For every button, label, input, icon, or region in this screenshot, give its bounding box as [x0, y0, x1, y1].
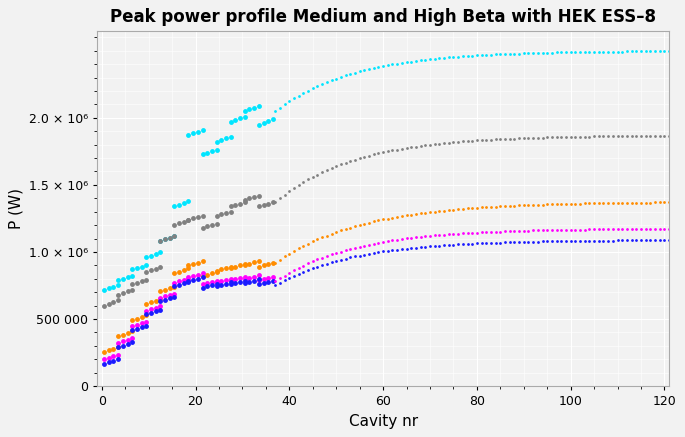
Title: Peak power profile Medium and High Beta with HEK ESS–8: Peak power profile Medium and High Beta …	[110, 8, 656, 26]
Y-axis label: P (W): P (W)	[8, 188, 23, 229]
X-axis label: Cavity nr: Cavity nr	[349, 414, 418, 429]
